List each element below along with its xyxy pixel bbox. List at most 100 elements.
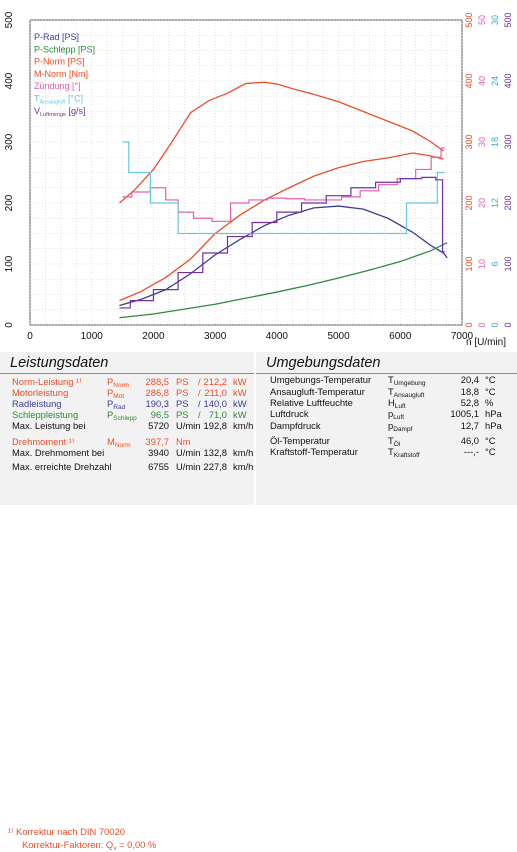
value-secondary: 140,0 [203, 398, 227, 409]
env-value: 46,0 [460, 435, 479, 446]
env-symbol: TÖl [388, 435, 401, 448]
env-symbol: pLuft [388, 408, 405, 421]
unit-primary: PS [176, 398, 189, 409]
right-axis-flow-tick: 500 [503, 12, 513, 27]
right-axis-nm-tick: 500 [464, 12, 474, 27]
value-primary: 397,7 [145, 436, 169, 447]
env-symbol: TUmgebung [388, 374, 426, 387]
right-axis-nm-tick: 400 [464, 73, 474, 88]
legend-entry: P-Schlepp [PS] [34, 44, 95, 54]
x-axis-label: n [U/min] [466, 337, 506, 348]
env-label: Kraftstoff-Temperatur [270, 446, 358, 457]
right-axis-temp-tick: 12 [490, 198, 500, 208]
unit-primary: U/min [176, 420, 201, 431]
series-line [119, 81, 444, 204]
x-tick-label: 6000 [389, 331, 412, 342]
env-label: Umgebungs-Temperatur [270, 374, 372, 385]
y-tick-label: 0 [4, 322, 15, 328]
right-axis-ign-tick: 50 [477, 15, 487, 25]
unit-secondary: kW [233, 398, 247, 409]
unit-primary: U/min [176, 447, 201, 458]
right-axis-flow-tick: 0 [503, 322, 513, 327]
row-label: Drehmoment ¹⁾ [12, 436, 75, 447]
right-axis-ign-tick: 40 [477, 76, 487, 86]
x-tick-label: 3000 [204, 331, 227, 342]
env-value: 20,4 [460, 374, 479, 385]
unit-secondary: km/h [233, 447, 254, 458]
x-tick-label: 2000 [142, 331, 165, 342]
separator: / [198, 387, 201, 398]
value-secondary: 211,0 [204, 387, 227, 398]
x-tick-label: 1000 [81, 331, 104, 342]
env-symbol: TKraftstoff [388, 446, 420, 459]
unit-secondary: kW [233, 409, 247, 420]
env-symbol: pDampf [388, 420, 413, 433]
value-primary: 3940 [148, 447, 169, 458]
separator: / [198, 398, 201, 409]
right-axis-temp-tick: 24 [490, 76, 500, 86]
row-label: Schleppleistung [12, 409, 79, 420]
row-label: Max. erreichte Drehzahl [12, 461, 112, 472]
right-axis-flow-tick: 100 [503, 256, 513, 271]
value-primary: 190,3 [145, 398, 169, 409]
row-symbol: PSchlepp [107, 409, 137, 422]
value-secondary: 192,8 [203, 420, 227, 431]
series-line [119, 242, 448, 319]
y-tick-label: 200 [4, 194, 15, 211]
legend-entry: VLuftmenge [g/s] [34, 106, 86, 118]
value-primary: 6755 [148, 461, 169, 472]
unit-secondary: km/h [233, 420, 254, 431]
row-label: Max. Leistung bei [12, 420, 86, 431]
env-unit: °C [485, 435, 496, 446]
right-axis-flow-tick: 200 [503, 195, 513, 210]
env-label: Ansaugluft-Temperatur [270, 386, 365, 397]
value-primary: 96,5 [150, 409, 169, 420]
right-axis-temp-tick: 6 [490, 261, 500, 266]
value-primary: 286,8 [145, 387, 169, 398]
x-tick-label: 4000 [266, 331, 289, 342]
y-tick-label: 400 [4, 72, 15, 89]
env-unit: hPa [485, 408, 502, 419]
unit-primary: U/min [176, 461, 201, 472]
row-label: Max. Drehmoment bei [12, 447, 105, 458]
legend-entry: P-Rad [PS] [34, 32, 79, 42]
unit-secondary: kW [233, 376, 247, 387]
y-tick-label: 300 [4, 133, 15, 150]
unit-primary: PS [176, 376, 189, 387]
env-value: ---,- [463, 446, 479, 457]
environment-data-panel: Umgebungsdaten Umgebungs-Temperatur TUmge… [256, 352, 517, 505]
legend-entry: Zündung [°] [34, 81, 81, 91]
right-axis-nm-tick: 100 [464, 256, 474, 271]
legend-entry: P-Norm [PS] [34, 57, 85, 67]
right-axis-ign-tick: 0 [477, 322, 487, 327]
row-label: Norm-Leistung ¹⁾ [12, 376, 82, 387]
x-tick-label: 5000 [327, 331, 350, 342]
env-label: Relative Luftfeuchte [270, 397, 353, 408]
unit-primary: PS [176, 409, 189, 420]
right-axis-ign-tick: 20 [477, 198, 487, 208]
right-axis-ign-tick: 10 [477, 259, 487, 269]
footnote-correction: Korrektur-Faktoren: Qv = 0,00 % [22, 839, 157, 852]
y-tick-label: 500 [4, 11, 15, 28]
value-secondary: 212,2 [203, 376, 227, 387]
y-tick-label: 100 [4, 255, 15, 272]
right-axis-temp-tick: 18 [490, 137, 500, 147]
series-line [122, 141, 445, 235]
x-tick-label: 7000 [451, 331, 474, 342]
env-unit: °C [485, 446, 496, 457]
unit-secondary: kW [233, 387, 247, 398]
legend-entry: TAnsaugluft [°C] [34, 94, 83, 106]
separator: / [198, 409, 201, 420]
value-primary: 5720 [148, 420, 169, 431]
env-value: 18,8 [460, 386, 479, 397]
right-axis-temp-tick: 30 [490, 15, 500, 25]
env-unit: % [485, 397, 494, 408]
divider [256, 373, 517, 374]
row-label: Radleistung [12, 398, 62, 409]
value-primary: 288,5 [145, 376, 169, 387]
env-label: Öl-Temperatur [270, 435, 330, 446]
right-axis-nm-tick: 300 [464, 134, 474, 149]
right-axis-flow-tick: 400 [503, 73, 513, 88]
right-axis-flow-tick: 300 [503, 134, 513, 149]
row-symbol: PRad [107, 398, 126, 411]
